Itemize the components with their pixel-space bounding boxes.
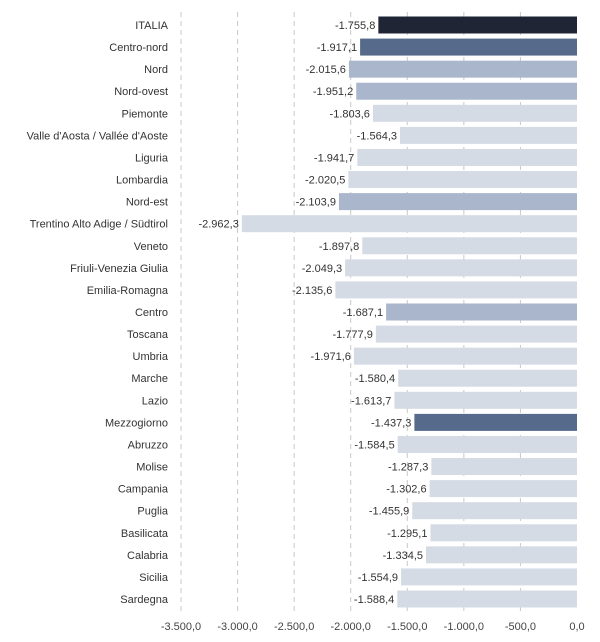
- data-label: -1.777,9: [332, 329, 372, 341]
- data-label: -2.020,5: [305, 175, 345, 187]
- category-labels: ITALIA -1.755,8 Centro-nord -1.917,1 Nord -2.…: [27, 20, 429, 606]
- data-label: -1.613,7: [351, 395, 391, 407]
- data-label: -2.103,9: [296, 197, 336, 209]
- bar: [430, 524, 577, 542]
- data-label: -1.455,9: [369, 506, 409, 518]
- category-label: Calabria: [127, 550, 169, 562]
- bar: [397, 435, 577, 453]
- data-label: -2.015,6: [306, 64, 346, 76]
- bar: [378, 16, 577, 34]
- category-label: Liguria: [135, 152, 169, 164]
- data-label: -2.135,6: [292, 285, 332, 297]
- data-label: -1.917,1: [317, 42, 357, 54]
- x-tick-label: -3.500,0: [161, 621, 201, 633]
- bar: [348, 60, 577, 78]
- data-label: -1.437,3: [371, 417, 411, 429]
- category-label: Nord-ovest: [114, 86, 168, 98]
- bar: [412, 502, 577, 520]
- data-label: -1.687,1: [343, 307, 383, 319]
- bar: [241, 215, 577, 233]
- bar: [401, 568, 577, 586]
- x-tick-label: -500,0: [505, 621, 536, 633]
- category-label: Nord: [144, 64, 168, 76]
- x-tick-label: -1.000,0: [444, 621, 484, 633]
- category-label: Mezzogiorno: [105, 417, 168, 429]
- bar: [414, 413, 577, 431]
- category-label: Emilia-Romagna: [87, 285, 169, 297]
- data-label: -1.971,6: [311, 351, 351, 363]
- category-label: Campania: [118, 484, 169, 496]
- bar: [394, 391, 577, 409]
- data-label: -1.580,4: [355, 373, 395, 385]
- category-label: Molise: [136, 462, 168, 474]
- x-tick-label: -3.000,0: [217, 621, 257, 633]
- data-label: -1.334,5: [383, 550, 423, 562]
- x-axis-ticks: -3.500,0 -3.000,0 -2.500,0 -2.000,0 -1.500,0…: [161, 621, 585, 633]
- bar: [431, 458, 577, 476]
- category-label: Basilicata: [121, 528, 169, 540]
- category-label: Trentino Alto Adige / Südtirol: [30, 219, 168, 231]
- bar: [397, 590, 577, 608]
- bar: [398, 369, 577, 387]
- data-label: -1.584,5: [354, 439, 394, 451]
- category-label: Lazio: [142, 395, 168, 407]
- bar: [360, 38, 577, 56]
- data-label: -1.302,6: [386, 484, 426, 496]
- category-label: Piemonte: [122, 108, 168, 120]
- bar: [400, 126, 577, 144]
- category-label: Nord-est: [126, 197, 168, 209]
- bar: [335, 281, 577, 299]
- x-tick-label: -2.000,0: [331, 621, 371, 633]
- bar: [353, 347, 577, 365]
- category-label: ITALIA: [135, 20, 168, 32]
- data-label: -1.897,8: [319, 241, 359, 253]
- category-label: Abruzzo: [128, 439, 168, 451]
- x-tick-label: -1.500,0: [387, 621, 427, 633]
- data-label: -1.287,3: [388, 462, 428, 474]
- bar: [429, 480, 577, 498]
- data-label: -1.941,7: [314, 152, 354, 164]
- category-label: Puglia: [137, 506, 168, 518]
- category-label: Toscana: [127, 329, 169, 341]
- bar: [426, 546, 577, 564]
- data-label: -1.554,9: [358, 572, 398, 584]
- bar: [356, 82, 577, 100]
- bars: [241, 16, 577, 608]
- bar: [375, 325, 577, 343]
- bar: [357, 148, 577, 166]
- bar: [372, 104, 577, 122]
- category-label: Veneto: [134, 241, 168, 253]
- bar: [338, 193, 577, 211]
- category-label: Sicilia: [139, 572, 169, 584]
- category-label: Centro-nord: [109, 42, 168, 54]
- data-label: -2.049,3: [302, 263, 342, 275]
- category-label: Friuli-Venezia Giulia: [70, 263, 169, 275]
- x-tick-label: -2.500,0: [274, 621, 314, 633]
- bar: [386, 303, 577, 321]
- data-label: -1.564,3: [357, 130, 397, 142]
- bar: [345, 259, 577, 277]
- data-label: -1.588,4: [354, 594, 394, 606]
- data-label: -1.951,2: [313, 86, 353, 98]
- category-label: Sardegna: [120, 594, 169, 606]
- category-label: Umbria: [133, 351, 169, 363]
- category-label: Lombardia: [116, 175, 169, 187]
- data-label: -1.803,6: [330, 108, 370, 120]
- data-label: -2.962,3: [198, 219, 238, 231]
- category-label: Centro: [135, 307, 168, 319]
- data-label: -1.295,1: [387, 528, 427, 540]
- x-tick-label: 0,0: [569, 621, 584, 633]
- bar: [362, 237, 577, 255]
- data-label: -1.755,8: [335, 20, 375, 32]
- category-label: Marche: [131, 373, 168, 385]
- bar: [348, 171, 577, 189]
- category-label: Valle d'Aosta / Vallée d'Aoste: [27, 130, 168, 142]
